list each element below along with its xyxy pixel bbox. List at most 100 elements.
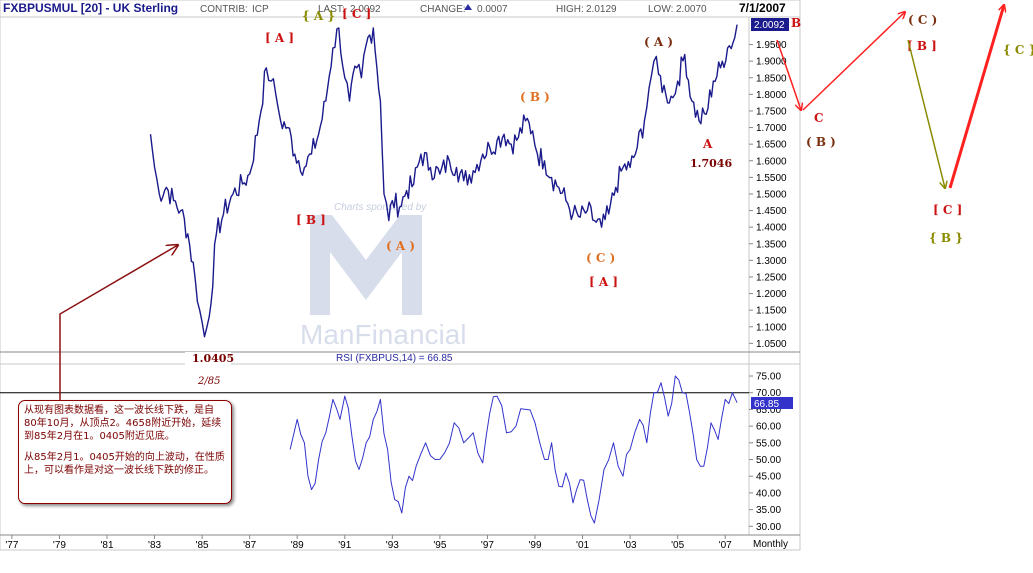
price-annotation-2006: 1.7046 [690, 157, 732, 170]
price-tick-label: 1.8500 [756, 73, 787, 84]
wave-label: { C } [1003, 43, 1033, 57]
rsi-tick-label: 40.00 [756, 488, 781, 499]
time-tick-label: '85 [196, 540, 209, 551]
time-tick-label: '81 [100, 540, 113, 551]
change-value: 0.0007 [477, 4, 508, 15]
price-tick-label: 1.6000 [756, 156, 787, 167]
time-tick-label: '97 [481, 540, 494, 551]
price-line [149, 24, 738, 338]
rsi-tick-label: 50.00 [756, 455, 781, 466]
wave-label: A [702, 137, 713, 151]
rsi-badge: 66.85 [754, 399, 779, 410]
price-tick-label: 1.8000 [756, 90, 787, 101]
wave-label: [ A ] [265, 31, 294, 45]
rsi-tick-label: 30.00 [756, 522, 781, 533]
note-paragraph-1: 从现有图表数据看，这一波长线下跌，是自80年10月，从顶点2。4658附近开始，… [24, 405, 222, 442]
watermark-brand: ManFinancial [300, 319, 467, 350]
frequency-label: Monthly [753, 539, 788, 550]
time-tick-label: '79 [53, 540, 66, 551]
rsi-badge-bg [751, 397, 793, 409]
time-tick-label: '95 [433, 540, 446, 551]
wave-label: ( C ) [908, 13, 937, 27]
price-tick-label: 1.4000 [756, 223, 787, 234]
wave-label: ( A ) [386, 239, 415, 253]
rsi-line [289, 375, 738, 524]
wave-label: { B } [929, 231, 963, 245]
price-series [149, 24, 738, 338]
last-value: 2.0092 [350, 4, 381, 15]
wave-label: [ C ] [933, 203, 962, 217]
price-annotation-low: 1.0405 [192, 352, 234, 365]
last-label: LAST: [318, 4, 345, 15]
wave-label: [ C ] [342, 7, 371, 21]
price-badge: 2.0092 [754, 20, 785, 31]
price-tick-label: 1.3000 [756, 256, 787, 267]
watermark: Charts sponsored by ManFinancial [300, 202, 467, 350]
wave-label: [ B ] [907, 39, 937, 53]
time-axis-ticks: '77 '79 '81 '83 '85 '87 '89 '91 '93 '95 '97 '99 '01 '… [5, 535, 732, 551]
high-value: 2.0129 [586, 4, 617, 15]
time-tick-label: '87 [243, 540, 256, 551]
arrow-to-b-major [907, 39, 945, 188]
man-logo-icon [310, 215, 422, 315]
price-tick-label: 1.2500 [756, 272, 787, 283]
price-tick-label: 1.5000 [756, 189, 787, 200]
time-tick-label: '91 [338, 540, 351, 551]
watermark-sponsor-text: Charts sponsored by [334, 202, 427, 213]
date-annotation-low: 2/85 [197, 376, 220, 387]
note-paragraph-2: 从85年2月1。0405开始的向上波动，在性质上，可以看作是对这一波长线下跌的修… [24, 452, 225, 476]
rsi-tick-label: 60.00 [756, 422, 781, 433]
price-tick-label: 1.7500 [756, 106, 787, 117]
time-tick-label: '05 [671, 540, 684, 551]
wave-label: { A } [302, 9, 335, 23]
rsi-tick-label: 75.00 [756, 372, 781, 383]
price-tick-label: 1.3500 [756, 239, 787, 250]
arrow-to-c [776, 39, 801, 110]
low-value: 2.0070 [676, 4, 707, 15]
change-up-icon [464, 4, 472, 10]
price-tick-label: 1.7000 [756, 123, 787, 134]
time-tick-label: '03 [624, 540, 637, 551]
rsi-title: RSI (FXBPUS,14) = 66.85 [336, 353, 453, 364]
wave-label: ( C ) [586, 251, 615, 265]
price-tick-label: 1.2000 [756, 289, 787, 300]
price-tick-label: 1.1000 [756, 322, 787, 333]
rsi-tick-label: 65.00 [756, 405, 781, 416]
time-tick-label: '93 [386, 540, 399, 551]
rsi-tick-label: 70.00 [756, 388, 781, 399]
rsi-axis-ticks: 30.00 35.00 40.00 45.00 50.00 55.00 60.00 65.00… [749, 372, 781, 533]
change-label: CHANGE: [420, 4, 466, 15]
annotation-bg [185, 352, 231, 390]
arrow-to-c-major [802, 12, 905, 111]
price-tick-label: 1.9000 [756, 57, 787, 68]
price-axis-ticks: 1.0500 1.1000 1.1500 1.2000 1.2500 1.3000 1.35… [749, 40, 787, 350]
low-label: LOW: [648, 4, 673, 15]
wave-label: [ A ] [589, 275, 618, 289]
wave-label: C [814, 111, 824, 125]
price-tick-label: 1.4500 [756, 206, 787, 217]
price-badge-bg [751, 18, 789, 31]
contrib-value: ICP [252, 4, 269, 15]
high-label: HIGH: [556, 4, 584, 15]
wave-label: ( B ) [520, 90, 550, 104]
time-tick-label: '83 [148, 540, 161, 551]
rsi-series [289, 375, 738, 524]
time-tick-label: '99 [528, 540, 541, 551]
wave-label: ( B ) [806, 135, 836, 149]
price-tick-label: 1.5500 [756, 173, 787, 184]
rsi-tick-label: 45.00 [756, 472, 781, 483]
projection-arrows [59, 5, 1004, 402]
chart-title: FXBPUSMUL [20] - UK Sterling [3, 1, 178, 15]
rsi-tick-label: 55.00 [756, 438, 781, 449]
wave-labels: { A } [ C ] [ A ] [ B ] ( A ) ( B ) ( C … [265, 7, 1033, 289]
time-tick-label: '07 [719, 540, 732, 551]
price-tick-label: 1.9500 [756, 40, 787, 51]
chart-date: 7/1/2007 [739, 1, 786, 15]
time-tick-label: '89 [291, 540, 304, 551]
wave-label: [ B ] [296, 213, 326, 227]
price-tick-label: 1.1500 [756, 306, 787, 317]
price-tick-label: 1.6500 [756, 140, 787, 151]
wave-label: ( A ) [644, 35, 673, 49]
time-tick-label: '01 [576, 540, 589, 551]
annotation-note: 从现有图表数据看，这一波长线下跌，是自80年10月，从顶点2。4658附近开始，… [18, 400, 232, 504]
